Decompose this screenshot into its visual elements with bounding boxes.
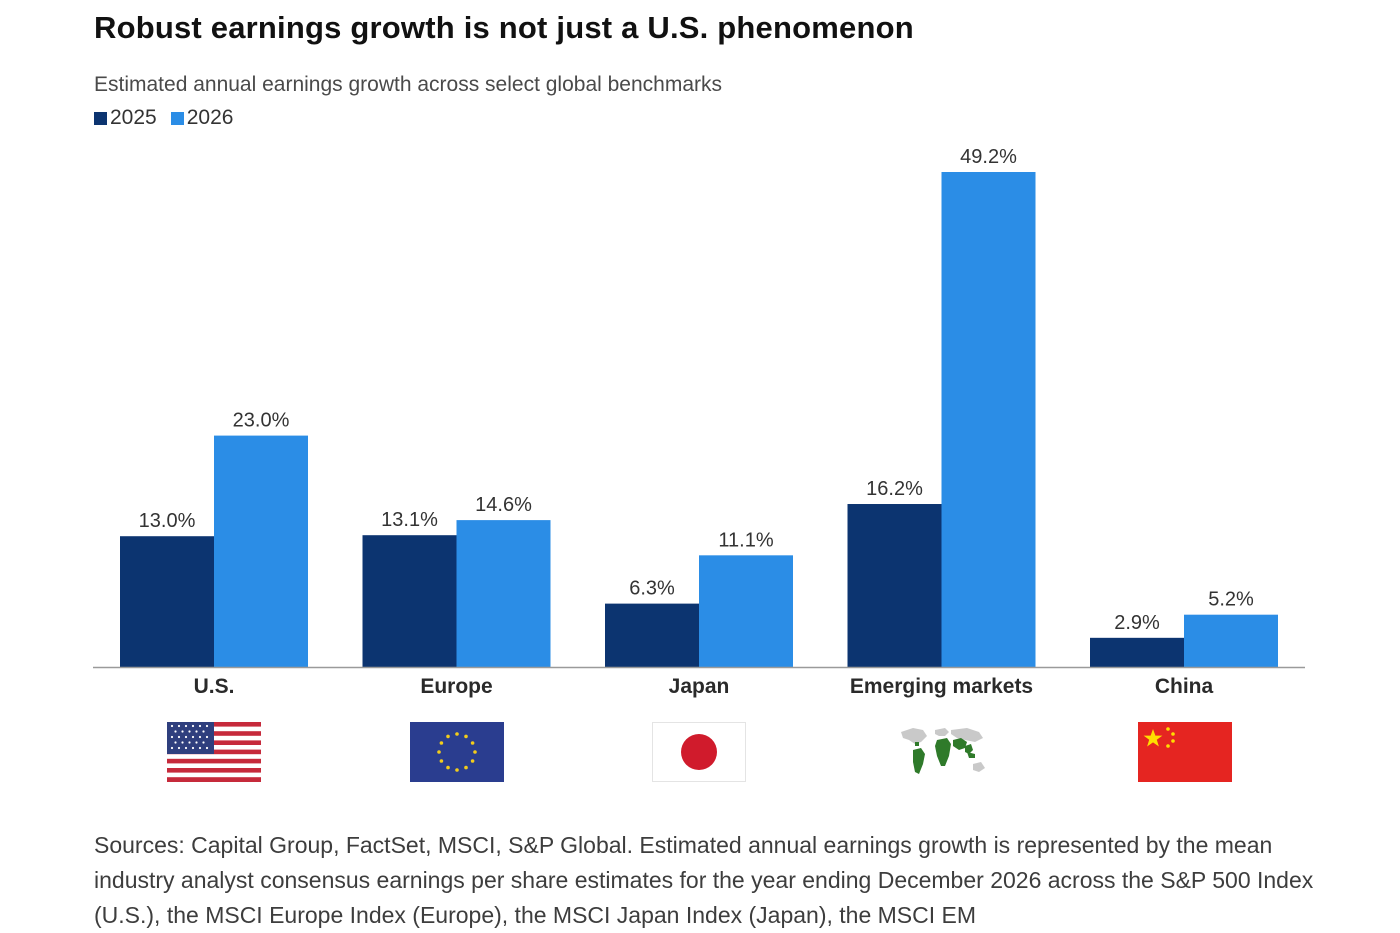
bar-2025-1 — [362, 535, 457, 667]
bar-2025-2 — [605, 603, 699, 667]
legend-item-2025: 2025 — [94, 106, 157, 130]
category-label-4: China — [1155, 675, 1214, 698]
category-label-1: Europe — [420, 675, 492, 698]
category-label-2: Japan — [669, 675, 730, 698]
data-label-2025-0: 13.0% — [139, 510, 196, 532]
legend: 2025 2026 — [94, 106, 247, 130]
chart-subtitle: Estimated annual earnings growth across … — [94, 73, 723, 96]
chart-title: Robust earnings growth is not just a U.S… — [94, 10, 914, 45]
legend-item-2026: 2026 — [170, 106, 234, 130]
data-label-2025-3: 16.2% — [866, 478, 923, 500]
bar-2026-3 — [941, 172, 1036, 667]
legend-label-2025: 2025 — [110, 106, 157, 129]
category-label-0: U.S. — [194, 675, 235, 698]
sources-note: Sources: Capital Group, FactSet, MSCI, S… — [94, 832, 1314, 928]
legend-swatch-2026 — [170, 111, 184, 125]
bar-2025-4 — [1090, 637, 1184, 667]
data-label-2026-4: 5.2% — [1208, 589, 1254, 611]
us-flag-icon — [167, 722, 261, 782]
bar-2026-4 — [1184, 614, 1278, 667]
bar-2025-0 — [120, 536, 214, 667]
legend-label-2026: 2026 — [186, 106, 234, 129]
data-label-2025-2: 6.3% — [629, 578, 675, 600]
japan-flag-icon — [652, 722, 746, 782]
legend-swatch-2025 — [94, 111, 107, 125]
data-label-2026-2: 11.1% — [718, 529, 773, 551]
bar-2026-2 — [699, 555, 793, 667]
data-label-2026-3: 49.2% — [960, 146, 1017, 168]
china-flag-icon — [1138, 722, 1232, 782]
data-label-2025-1: 13.1% — [381, 509, 438, 531]
data-label-2026-1: 14.6% — [475, 494, 532, 516]
bar-2026-1 — [456, 520, 551, 667]
world-map-icon — [895, 722, 989, 782]
data-label-2025-4: 2.9% — [1114, 612, 1160, 634]
bar-2026-0 — [214, 435, 308, 667]
eu-flag-icon — [410, 722, 504, 782]
category-label-3: Emerging markets — [850, 675, 1033, 698]
bar-2025-3 — [847, 504, 942, 667]
bar-chart: 13.0% 23.0% U.S. 13.1% 14.6% Europe 6.3% 11.1% J… — [93, 146, 1305, 698]
data-label-2026-0: 23.0% — [233, 410, 290, 432]
